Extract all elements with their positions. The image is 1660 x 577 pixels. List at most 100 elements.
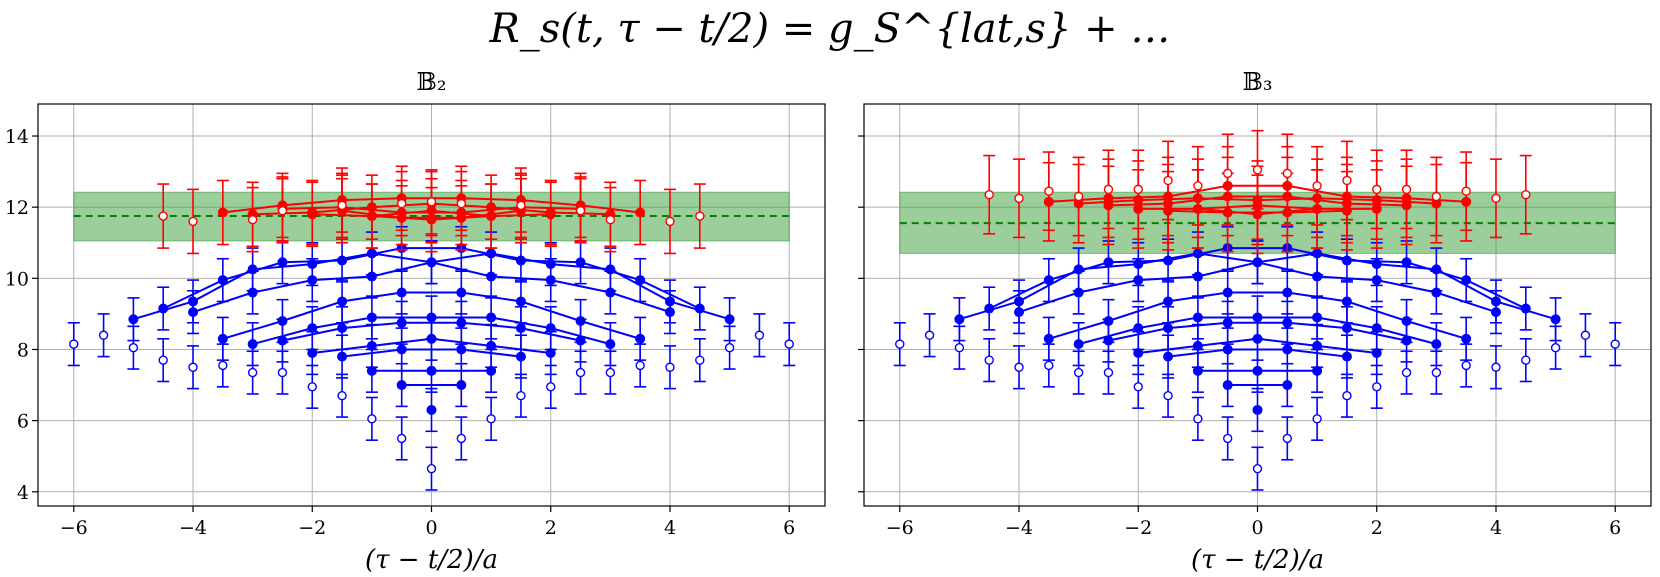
x-tick-label: 2 bbox=[1371, 517, 1383, 539]
data-point-open bbox=[396, 433, 407, 444]
y-tick-label: 8 bbox=[17, 339, 29, 361]
data-point bbox=[1222, 344, 1233, 355]
data-point-open bbox=[1550, 342, 1561, 353]
data-point-open bbox=[575, 367, 586, 378]
data-point-open bbox=[188, 216, 198, 227]
data-point bbox=[605, 264, 616, 275]
data-point-open bbox=[128, 342, 139, 353]
data-point bbox=[1014, 296, 1025, 307]
data-point bbox=[1192, 340, 1203, 351]
data-point-open bbox=[1252, 165, 1263, 175]
data-point bbox=[217, 333, 228, 344]
data-point bbox=[1163, 351, 1174, 362]
data-point bbox=[1133, 259, 1144, 270]
series-t-18 bbox=[1191, 348, 1324, 393]
series-t-26 bbox=[953, 231, 1562, 342]
data-point-open bbox=[1312, 414, 1322, 424]
data-point-open bbox=[218, 360, 228, 371]
data-point bbox=[486, 248, 497, 259]
series-line bbox=[222, 291, 641, 340]
x-tick-label: 4 bbox=[664, 517, 676, 539]
data-point-open bbox=[1461, 186, 1471, 196]
data-point bbox=[1252, 257, 1263, 268]
series-t-32-open bbox=[893, 313, 1622, 491]
data-point-open bbox=[1312, 181, 1322, 191]
series-high-open bbox=[983, 129, 1532, 239]
data-point-open bbox=[307, 382, 317, 392]
y-tick-label: 14 bbox=[5, 126, 29, 148]
data-point bbox=[486, 211, 497, 222]
data-point bbox=[128, 314, 139, 325]
data-point bbox=[486, 312, 497, 323]
data-point-open bbox=[1521, 355, 1531, 365]
data-point bbox=[575, 316, 586, 327]
data-point-open bbox=[1044, 186, 1054, 196]
data-point-open bbox=[158, 355, 168, 365]
x-tick-label: 2 bbox=[545, 517, 557, 539]
data-point bbox=[515, 351, 526, 362]
data-point-open bbox=[754, 330, 765, 340]
data-point bbox=[1252, 365, 1263, 376]
series-t-22 bbox=[246, 295, 617, 367]
data-point bbox=[545, 323, 556, 334]
data-point bbox=[396, 344, 407, 355]
data-point bbox=[1341, 296, 1352, 307]
data-point-open bbox=[1431, 367, 1442, 378]
data-point-open bbox=[984, 190, 994, 200]
panel-title: 𝔹₃ bbox=[1243, 68, 1273, 96]
data-point-open bbox=[635, 360, 645, 371]
data-point bbox=[1401, 257, 1412, 268]
data-point bbox=[1222, 317, 1233, 328]
data-point-open bbox=[1044, 360, 1054, 371]
data-point-open bbox=[1073, 191, 1084, 202]
data-point bbox=[1431, 264, 1442, 275]
data-point-open bbox=[69, 339, 79, 349]
data-point-open bbox=[1103, 367, 1114, 378]
data-point bbox=[1103, 316, 1114, 327]
data-point-open bbox=[784, 339, 794, 349]
data-point-open bbox=[247, 367, 258, 378]
data-point bbox=[515, 296, 526, 307]
data-point-open bbox=[456, 433, 467, 444]
data-point bbox=[575, 257, 586, 268]
y-tick-label: 4 bbox=[17, 482, 29, 504]
x-tick-label: −6 bbox=[886, 517, 914, 539]
data-point-open bbox=[516, 391, 526, 401]
data-point-open bbox=[1014, 193, 1024, 203]
data-point-open bbox=[954, 342, 965, 353]
data-point bbox=[1282, 380, 1293, 391]
data-point bbox=[1252, 404, 1263, 415]
series-t-32-open bbox=[67, 313, 796, 491]
data-point bbox=[396, 380, 407, 391]
data-point bbox=[277, 316, 288, 327]
data-point bbox=[635, 207, 646, 218]
series-t-23 bbox=[216, 270, 647, 361]
data-point bbox=[1073, 339, 1084, 350]
x-tick-label: 0 bbox=[425, 517, 437, 539]
data-point bbox=[396, 317, 407, 328]
data-point-open bbox=[337, 391, 347, 401]
x-axis-label: (τ − t/2)/a bbox=[365, 545, 498, 575]
data-point bbox=[1192, 248, 1203, 259]
data-point-open bbox=[546, 382, 556, 392]
data-point bbox=[1043, 333, 1054, 344]
data-point-open bbox=[1282, 433, 1293, 444]
data-point bbox=[366, 248, 377, 259]
x-tick-label: −2 bbox=[298, 517, 326, 539]
panel-1: −6 −4 −2 0 2 4 6 4 6 8 10 12 14 𝔹₂ (τ − t/2)/a bbox=[5, 68, 826, 575]
data-point-open bbox=[277, 206, 288, 216]
data-point bbox=[1312, 312, 1323, 323]
data-point bbox=[307, 259, 318, 270]
data-point bbox=[1222, 287, 1233, 298]
x-tick-label: 6 bbox=[1609, 517, 1621, 539]
data-point bbox=[217, 207, 228, 218]
data-point bbox=[1282, 344, 1293, 355]
data-point-open bbox=[1014, 362, 1024, 372]
data-point bbox=[366, 211, 377, 222]
series-high-open bbox=[157, 169, 706, 255]
data-point bbox=[337, 296, 348, 307]
series-line bbox=[1048, 291, 1467, 340]
x-tick-label: −2 bbox=[1124, 517, 1152, 539]
data-point bbox=[337, 323, 348, 334]
